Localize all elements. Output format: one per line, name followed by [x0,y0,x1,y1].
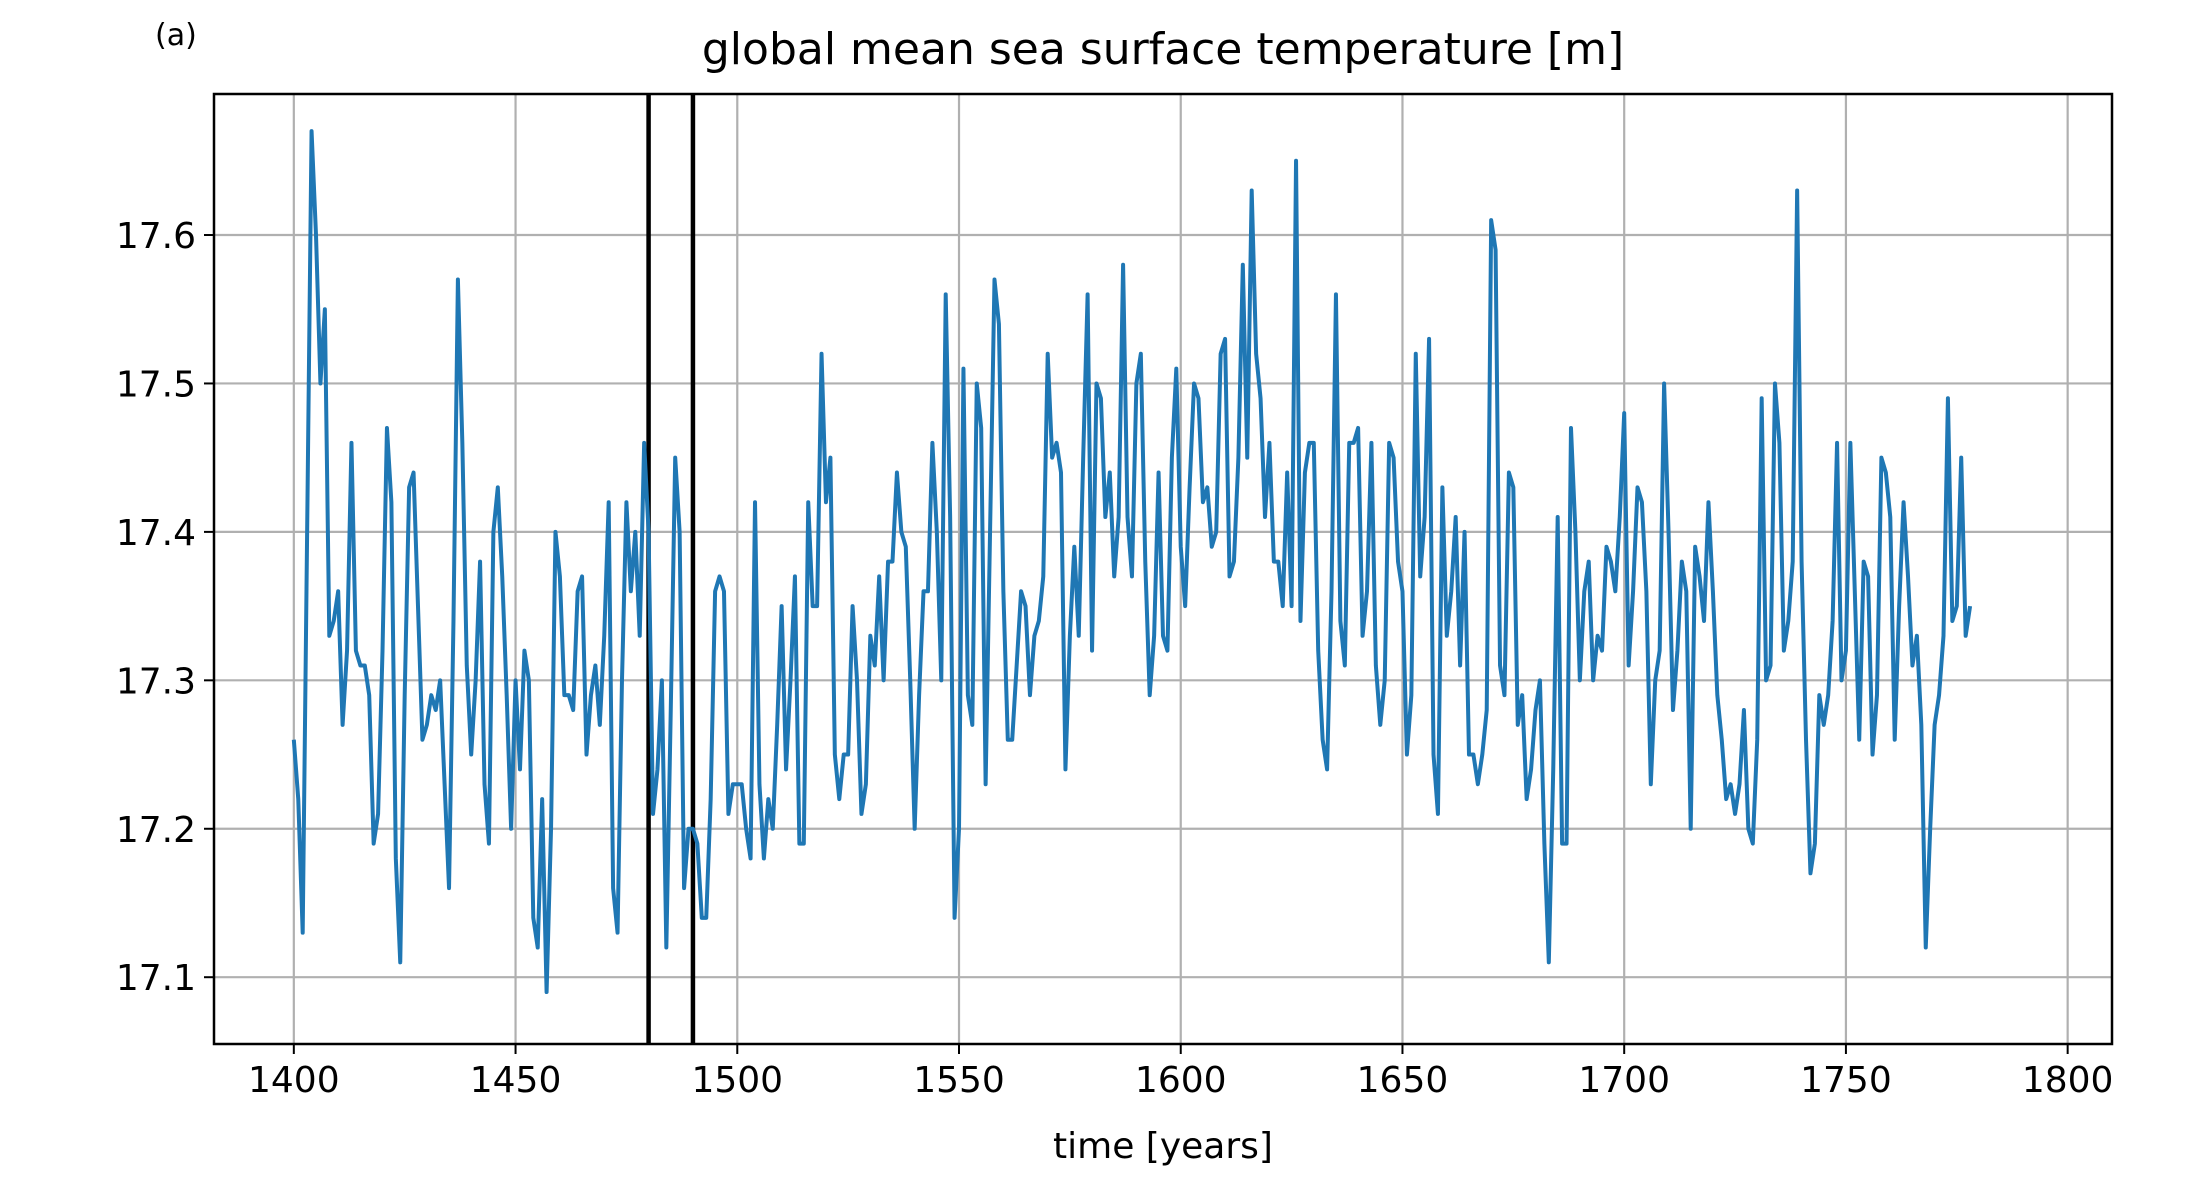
y-axis-ticks: 17.1 17.2 17.3 17.4 17.5 17.6 [116,216,214,999]
series-line [291,129,1973,995]
y-tick-label: 17.3 [116,661,196,702]
chart-title: global mean sea surface temperature [m] [702,24,1624,75]
x-tick-label: 1800 [2022,1060,2114,1101]
x-axis-label: time [years] [1053,1126,1273,1167]
x-tick-label: 1750 [1800,1060,1892,1101]
y-tick-label: 17.6 [116,216,196,257]
y-tick-label: 17.4 [116,513,196,554]
y-tick-label: 17.1 [116,958,196,999]
x-tick-label: 1400 [248,1060,340,1101]
x-tick-label: 1550 [913,1060,1005,1101]
panel-label: (a) [155,18,197,53]
x-tick-label: 1450 [470,1060,562,1101]
plot-frame [212,92,2114,1046]
x-axis-ticks: 1400 1450 1500 1550 1600 1650 1700 1750 1800 [248,1044,2113,1101]
x-tick-label: 1650 [1357,1060,1449,1101]
series-layer [291,129,1973,995]
x-tick-label: 1700 [1578,1060,1670,1101]
y-tick-label: 17.2 [116,810,196,851]
grid [214,94,2112,1044]
y-tick-label: 17.5 [116,364,196,405]
x-tick-label: 1600 [1135,1060,1227,1101]
x-tick-label: 1500 [691,1060,783,1101]
